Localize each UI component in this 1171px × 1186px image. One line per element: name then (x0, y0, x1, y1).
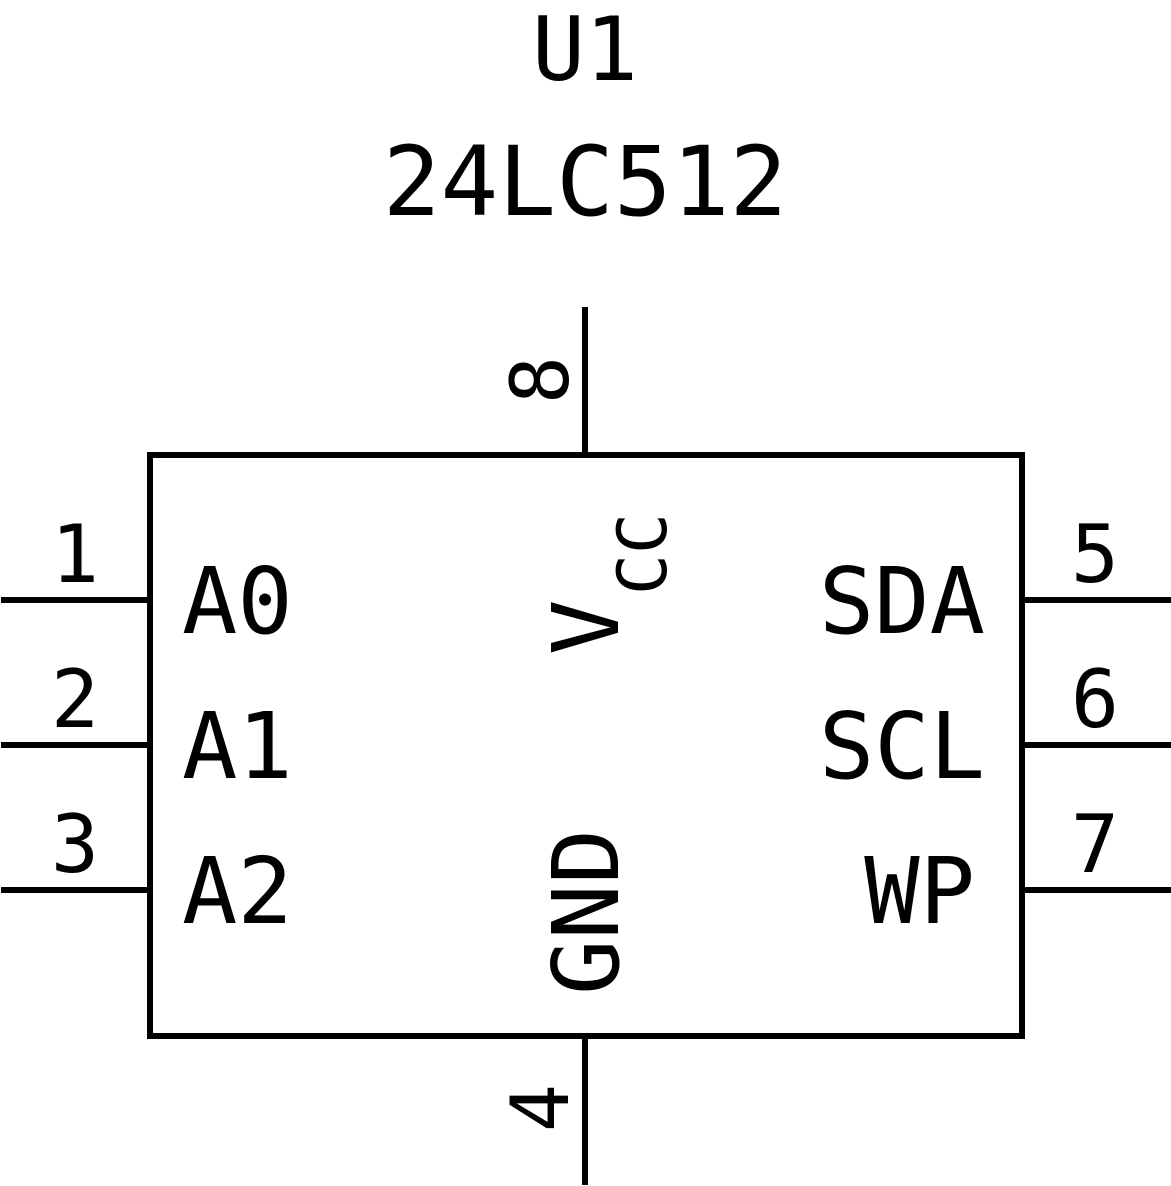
pin-6-number: 6 (1071, 653, 1119, 746)
reference-designator: U1 (532, 0, 638, 101)
pin-2-name: A1 (182, 693, 293, 800)
pin-4-name: GND (533, 829, 640, 995)
pin-8-name-subscript: CC (604, 513, 683, 595)
pin-3-name: A2 (182, 838, 293, 945)
pin-1-name: A0 (182, 548, 293, 655)
pin-3-number: 3 (51, 798, 99, 891)
pin-8-name: V CC (533, 513, 683, 655)
part-number: 24LC512 (383, 126, 788, 238)
pin-5-name: SDA (819, 548, 985, 655)
pin-2-number: 2 (51, 653, 99, 746)
pin-6-name: SCL (819, 693, 985, 800)
pin-4-number: 4 (494, 1084, 587, 1132)
pin-5-number: 5 (1071, 508, 1119, 601)
pin-7-number: 7 (1071, 798, 1119, 891)
pin-8-name-main: V (533, 600, 640, 655)
pin-7-name: WP (864, 838, 975, 945)
pin-8-number: 8 (494, 356, 587, 404)
pin-1-number: 1 (51, 508, 99, 601)
